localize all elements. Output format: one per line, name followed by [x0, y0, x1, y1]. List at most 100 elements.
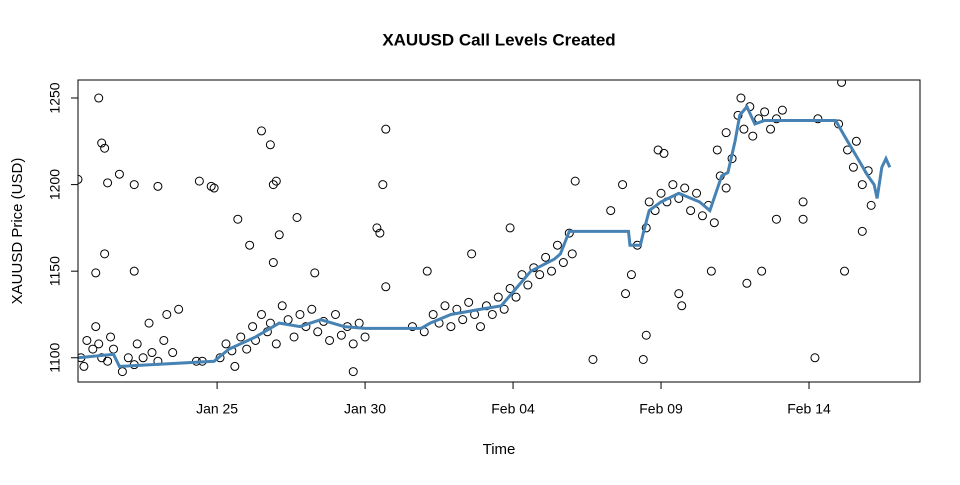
point: [813, 114, 823, 124]
point: [771, 214, 781, 224]
point: [310, 268, 320, 278]
point: [644, 197, 654, 207]
point: [106, 332, 116, 342]
point: [668, 180, 678, 190]
point: [348, 339, 358, 349]
point: [428, 309, 438, 319]
point: [677, 301, 687, 311]
point: [153, 181, 163, 191]
point: [360, 332, 370, 342]
point: [618, 180, 628, 190]
point: [653, 145, 663, 155]
point: [547, 266, 557, 276]
point: [268, 258, 278, 268]
point: [422, 266, 432, 276]
point: [381, 282, 391, 292]
point: [233, 214, 243, 224]
point: [271, 176, 281, 186]
point: [736, 93, 746, 103]
point: [265, 140, 275, 150]
point: [174, 304, 184, 314]
point: [511, 292, 521, 302]
point: [857, 226, 867, 236]
point: [487, 309, 497, 319]
point: [94, 93, 104, 103]
point: [692, 188, 702, 198]
y-tick-label: 1200: [47, 169, 63, 200]
point: [567, 249, 577, 259]
point: [757, 266, 767, 276]
point: [307, 304, 317, 314]
point: [159, 335, 169, 345]
y-axis-label: XAUUSD Price (USD): [9, 158, 26, 305]
point: [857, 180, 867, 190]
x-tick-label: Jan 25: [196, 401, 238, 417]
point: [558, 258, 568, 268]
point: [742, 278, 752, 288]
point: [564, 228, 574, 238]
point: [523, 280, 533, 290]
point: [499, 304, 509, 314]
x-tick-label: Feb 14: [787, 401, 831, 417]
point: [464, 297, 474, 307]
point: [129, 266, 139, 276]
point: [88, 344, 98, 354]
point: [505, 223, 515, 233]
point: [760, 107, 770, 117]
point: [606, 206, 616, 216]
point: [109, 344, 119, 354]
point: [848, 162, 858, 172]
point: [100, 249, 110, 259]
point: [552, 240, 562, 250]
point: [798, 197, 808, 207]
point: [766, 124, 776, 134]
plot-area: [78, 80, 892, 377]
point: [721, 183, 731, 193]
point: [709, 218, 719, 228]
point: [458, 315, 468, 325]
point: [706, 266, 716, 276]
point: [348, 367, 358, 377]
point: [686, 206, 696, 216]
x-tick-label: Feb 09: [639, 401, 683, 417]
point: [256, 309, 266, 319]
point: [621, 289, 631, 299]
point: [476, 322, 486, 332]
line: [78, 103, 892, 368]
point: [659, 148, 669, 158]
point: [230, 361, 240, 371]
point: [97, 138, 107, 148]
point: [206, 181, 216, 191]
point: [117, 367, 127, 377]
point: [292, 212, 302, 222]
point: [798, 214, 808, 224]
point: [440, 301, 450, 311]
point: [771, 114, 781, 124]
point: [221, 339, 231, 349]
point: [103, 178, 113, 188]
point: [79, 361, 89, 371]
point: [209, 183, 219, 193]
point: [236, 332, 246, 342]
point: [372, 223, 382, 233]
point: [194, 176, 204, 186]
point: [245, 240, 255, 250]
y-tick-label: 1150: [47, 256, 63, 286]
point: [277, 301, 287, 311]
x-tick-label: Jan 30: [344, 401, 386, 417]
point: [271, 339, 281, 349]
point: [242, 344, 252, 354]
y-tick-label: 1250: [47, 82, 63, 113]
point: [588, 354, 598, 364]
point: [493, 292, 503, 302]
point: [256, 126, 266, 136]
point: [94, 339, 104, 349]
point: [570, 176, 580, 186]
point: [446, 322, 456, 332]
point: [313, 327, 323, 337]
point: [626, 270, 636, 280]
point: [138, 353, 148, 363]
point: [680, 183, 690, 193]
point: [336, 330, 346, 340]
